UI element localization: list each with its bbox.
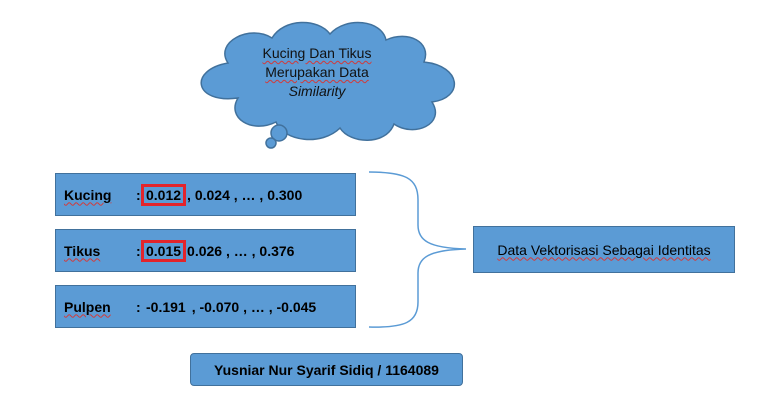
author-box: Yusniar Nur Syarif Sidiq / 1164089 [190, 353, 463, 386]
vector-colon: : [136, 298, 141, 315]
vector-label: Kucing [64, 186, 112, 203]
identity-text: Data Vektorisasi Sebagai Identitas [497, 241, 711, 258]
vector-label: Tikus [64, 242, 101, 259]
thought-bubble-large [270, 124, 288, 142]
cloud-line-3: Similarity [288, 83, 346, 99]
curly-brace [368, 171, 467, 328]
cloud-line-1: Kucing Dan Tikus [262, 45, 372, 61]
cloud-shape [200, 21, 456, 141]
vector-row-tikus: Tikus : 0.015 0.026 , … , 0.376 [55, 229, 356, 272]
cloud-text: Kucing Dan Tikus Merupakan Data Similari… [232, 44, 402, 101]
cloud-line-2: Merupakan Data [265, 64, 369, 80]
vector-first-value-highlighted: 0.015 [140, 239, 187, 262]
thought-bubble-small [265, 137, 277, 149]
vector-rest-values: , 0.024 , … , 0.300 [187, 186, 303, 203]
vector-rest-values: 0.026 , … , 0.376 [187, 242, 295, 259]
identity-box: Data Vektorisasi Sebagai Identitas [473, 226, 735, 273]
thought-cloud [200, 21, 456, 149]
vector-label: Pulpen [64, 298, 111, 315]
vector-row-pulpen: Pulpen : -0.191 , -0.070 , … , -0.045 [55, 285, 356, 328]
vector-colon: : [136, 242, 141, 259]
vector-row-kucing: Kucing : 0.012 , 0.024 , … , 0.300 [55, 173, 356, 216]
vector-colon: : [136, 186, 141, 203]
vector-rest-values: , -0.070 , … , -0.045 [191, 298, 317, 315]
vector-first-value-highlighted: 0.012 [140, 183, 187, 206]
author-text: Yusniar Nur Syarif Sidiq / 1164089 [214, 361, 439, 378]
vector-first-value: -0.191 [146, 298, 186, 315]
